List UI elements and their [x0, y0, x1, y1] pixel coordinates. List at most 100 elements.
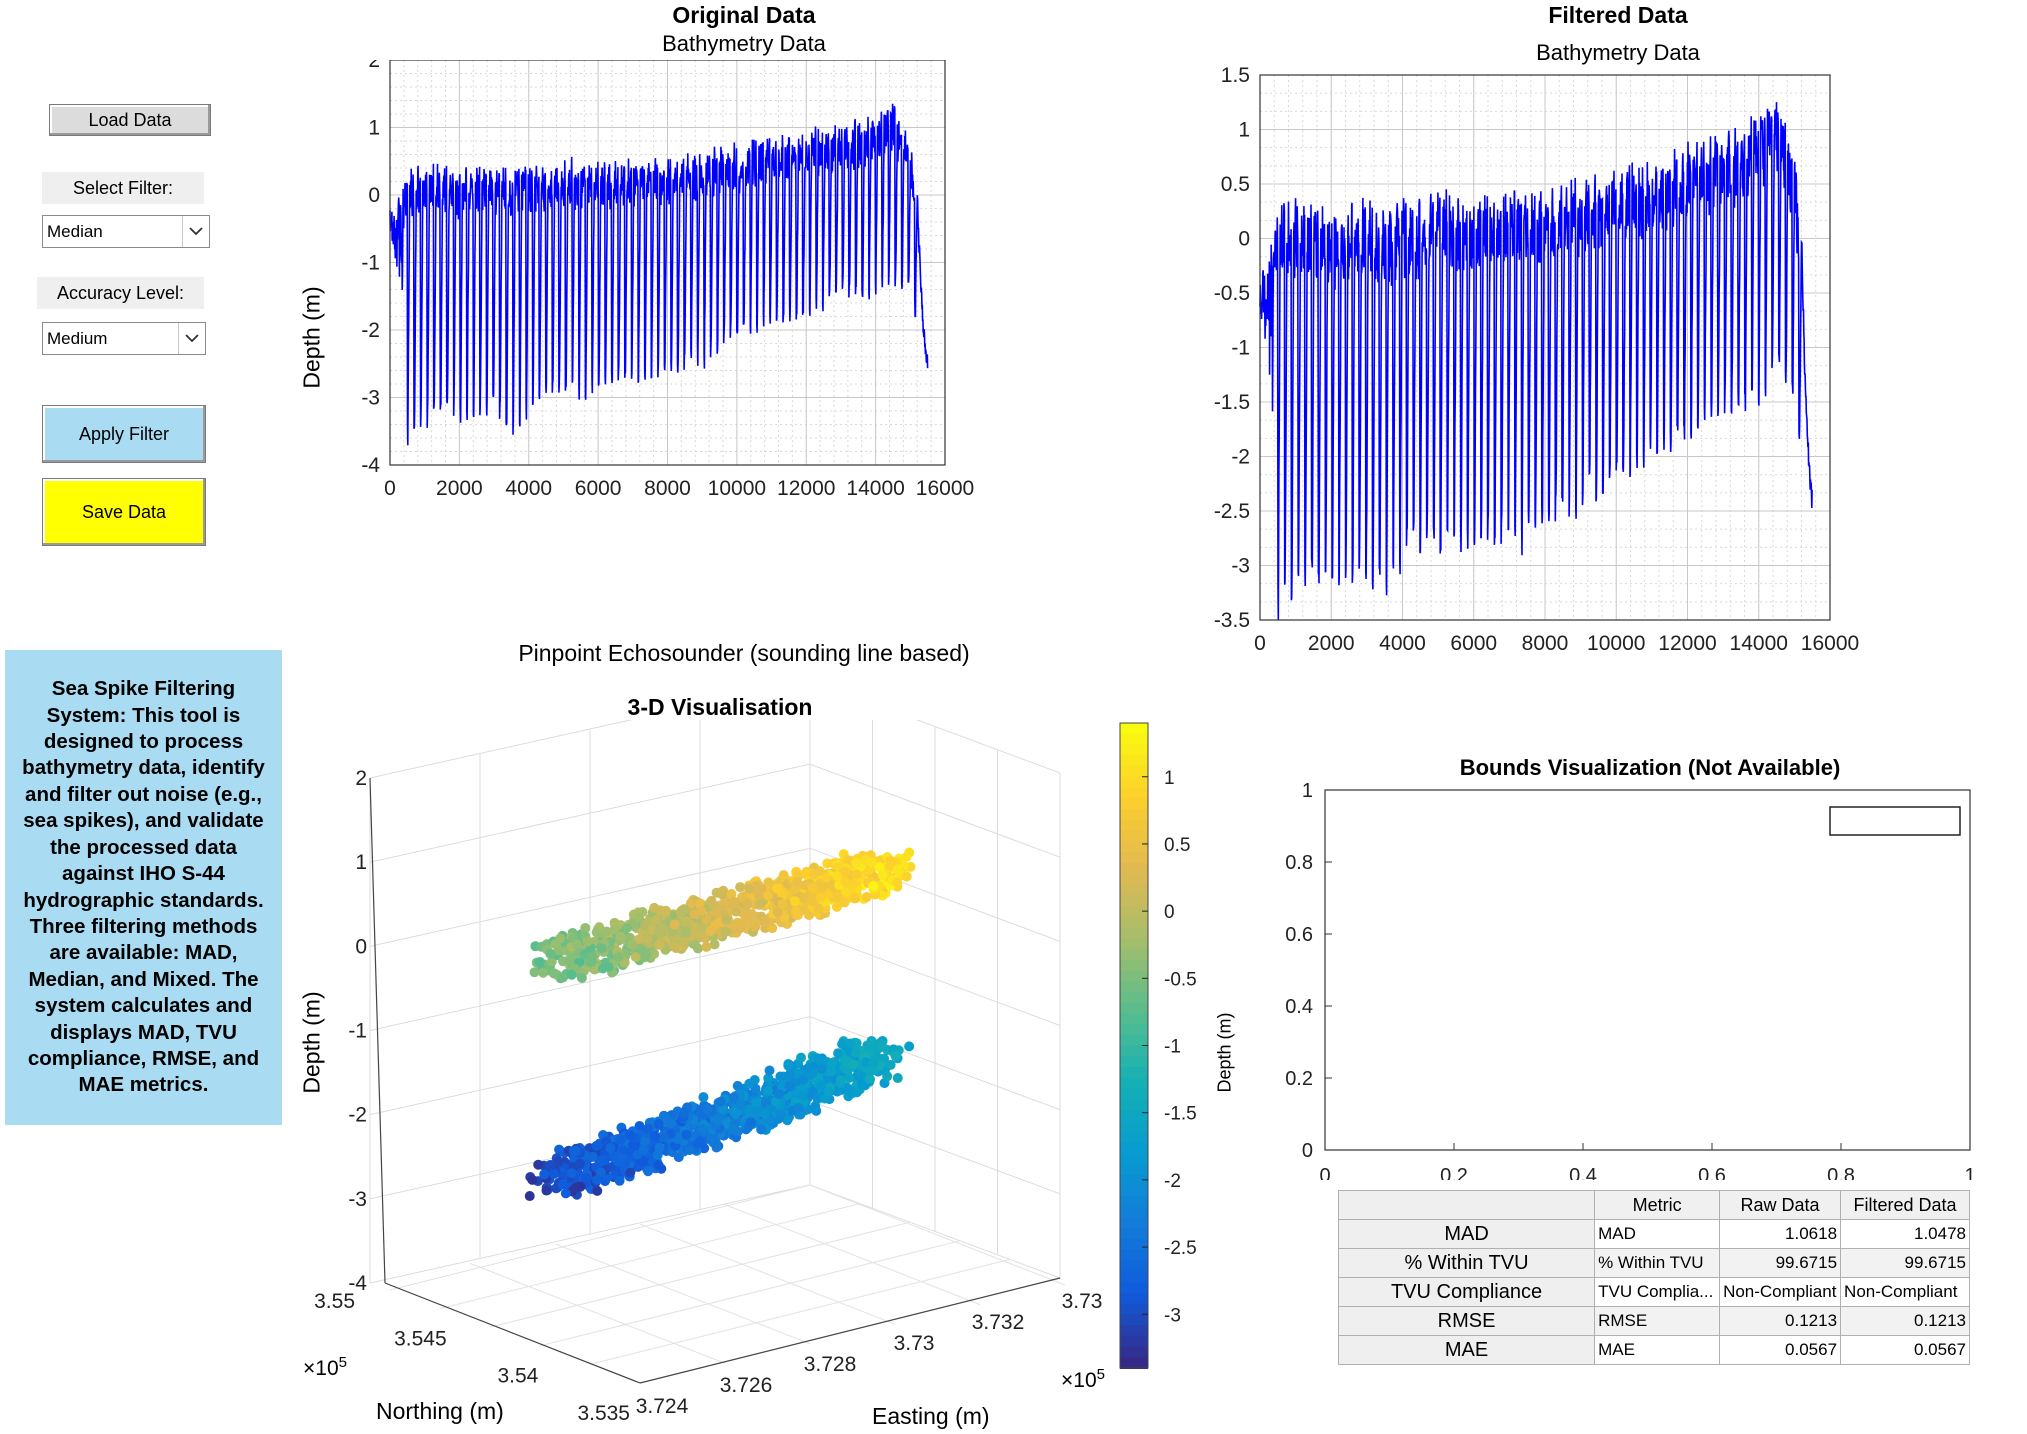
x-tick-label: 0 [384, 477, 396, 500]
upper-cluster-point [885, 860, 896, 871]
x-tick-label: 8000 [1522, 632, 1569, 655]
lower-cluster-point [581, 1173, 592, 1184]
table-cell[interactable]: 0.0567 [1840, 1335, 1970, 1365]
colorbar-segment [1120, 873, 1148, 886]
colorbar-segment [1120, 1067, 1148, 1079]
easting-exponent-base: ×10 [1061, 1369, 1097, 1392]
upper-cluster-point [621, 923, 632, 934]
y-tick-label: -1.5 [1214, 391, 1250, 414]
save-data-button[interactable]: Save Data [42, 478, 206, 546]
description-panel: Sea Spike Filtering System: This tool is… [5, 650, 282, 1125]
description-text: Sea Spike Filtering System: This tool is… [22, 677, 265, 1097]
upper-cluster-point [831, 901, 842, 912]
table-cell[interactable]: 1.0618 [1719, 1219, 1842, 1249]
gridline [489, 1221, 911, 1328]
lower-cluster-point [763, 1086, 774, 1097]
upper-cluster-point [851, 858, 862, 869]
lower-cluster-point [865, 1074, 876, 1085]
table-cell[interactable]: MAE [1594, 1335, 1721, 1365]
upper-cluster-point [866, 857, 877, 868]
colorbar-segment [1120, 1077, 1148, 1090]
table-cell[interactable]: 0.1213 [1719, 1306, 1842, 1336]
x-tick-label: 1 [1964, 1165, 1975, 1180]
table-cell[interactable]: 0.1213 [1840, 1306, 1970, 1336]
load-data-button[interactable]: Load Data [49, 104, 211, 136]
chevron-down-icon[interactable] [178, 323, 205, 354]
colorbar-segment [1120, 798, 1148, 810]
original-plot-subtitle: Bathymetry Data [662, 31, 826, 56]
lower-cluster-point [783, 1060, 794, 1071]
table-cell[interactable]: 99.6715 [1840, 1248, 1970, 1278]
table-cell[interactable]: MAD [1594, 1219, 1721, 1249]
upper-cluster-point [538, 967, 549, 978]
filter-dropdown[interactable]: Median [42, 215, 210, 248]
filter-dropdown-value: Median [47, 221, 103, 241]
lower-cluster-point [744, 1078, 755, 1089]
colorbar-segment [1120, 948, 1148, 961]
colorbar-segment [1120, 991, 1148, 1004]
colorbar-segment [1120, 1239, 1148, 1251]
plot3d-zlabel-text: Depth (m) [298, 991, 325, 1094]
lower-cluster-point [605, 1143, 616, 1154]
lower-cluster-point [524, 1191, 535, 1202]
gridline [809, 1184, 1066, 1286]
colorbar-segment [1120, 1260, 1148, 1273]
x-tick-label: 4000 [505, 477, 552, 500]
upper-cluster-point [680, 926, 691, 937]
lower-cluster-point [864, 1065, 875, 1076]
upper-cluster-point [813, 903, 824, 914]
table-cell[interactable]: % Within TVU [1594, 1248, 1721, 1278]
lower-cluster-point [775, 1108, 786, 1119]
upper-cluster-point [808, 895, 819, 906]
original-plot-ylabel-text: Depth (m) [298, 286, 325, 389]
metrics-table: Metric Raw Data Filtered Data MAD MAD 1.… [1337, 1190, 1970, 1365]
y-tick-label: 2 [368, 60, 380, 72]
table-cell[interactable]: TVU Complia... [1594, 1277, 1721, 1307]
table-cell[interactable]: 1.0478 [1840, 1219, 1970, 1249]
colorbar-segment [1120, 1196, 1148, 1208]
colorbar-segment [1120, 862, 1148, 875]
y-tick-label: 1 [368, 117, 380, 140]
x-tick-label: 12000 [1658, 632, 1716, 655]
upper-cluster-point [731, 906, 742, 917]
lower-cluster-point [728, 1092, 739, 1103]
lower-cluster-point [866, 1045, 877, 1056]
upper-cluster-point [861, 892, 872, 903]
northing-exponent-base: ×10 [303, 1357, 339, 1380]
colorbar-tick-label: -3 [1164, 1305, 1181, 1326]
lower-cluster-point [615, 1156, 626, 1167]
column-header[interactable]: Metric [1594, 1190, 1721, 1220]
colorbar-segment [1120, 1163, 1148, 1176]
apply-filter-button[interactable]: Apply Filter [42, 405, 206, 463]
lower-cluster-point [615, 1134, 626, 1145]
table-row: MAD MAD 1.0618 1.0478 [1337, 1219, 1970, 1249]
upper-cluster-point [613, 952, 624, 963]
z-tick-label: -2 [348, 1104, 367, 1127]
lower-cluster-point [549, 1168, 560, 1179]
colorbar-segment [1120, 1357, 1148, 1369]
lower-cluster-point [560, 1188, 571, 1199]
x-tick-label: 16000 [1801, 632, 1859, 655]
lower-cluster-point [826, 1066, 837, 1077]
colorbar-segment [1120, 744, 1148, 757]
x-tick-label: 0 [1319, 1165, 1330, 1180]
table-cell[interactable]: 99.6715 [1719, 1248, 1842, 1278]
chevron-down-icon[interactable] [182, 216, 209, 247]
column-header[interactable]: Filtered Data [1840, 1190, 1970, 1220]
column-header[interactable]: Raw Data [1719, 1190, 1842, 1220]
table-cell[interactable]: RMSE [1594, 1306, 1721, 1336]
colorbar-segment [1120, 1335, 1148, 1348]
table-cell[interactable]: Non-Compliant [1719, 1277, 1842, 1307]
x-tick-label: 0.6 [1698, 1165, 1726, 1180]
lower-cluster-point [706, 1133, 717, 1144]
upper-cluster-point [789, 896, 800, 907]
upper-cluster-point [832, 871, 843, 882]
table-cell[interactable]: Non-Compliant [1840, 1277, 1970, 1307]
table-cell[interactable]: 0.0567 [1719, 1335, 1842, 1365]
colorbar-segment [1120, 1314, 1148, 1326]
colorbar-tick-label: -2.5 [1164, 1238, 1197, 1259]
lower-cluster-point [797, 1091, 808, 1102]
accuracy-dropdown[interactable]: Medium [42, 322, 206, 355]
y-tick-label: 0.4 [1285, 996, 1313, 1018]
upper-cluster-point [627, 939, 638, 950]
